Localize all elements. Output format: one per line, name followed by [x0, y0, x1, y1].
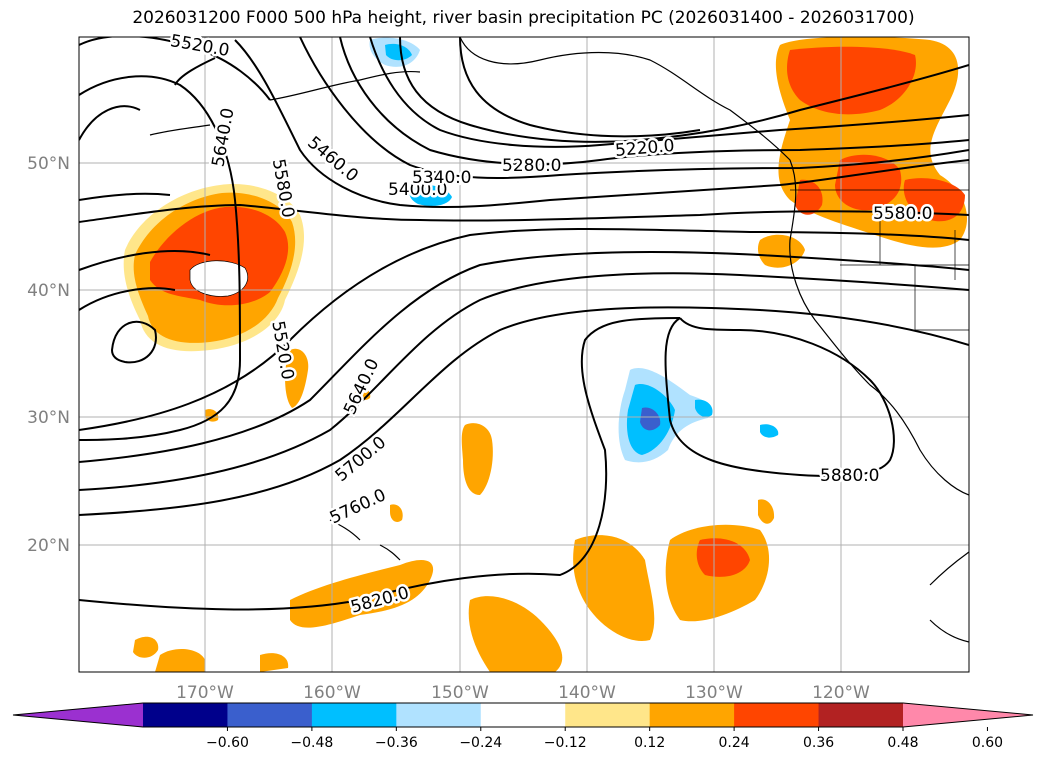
colorbar-tick-label: 0.48 [887, 735, 918, 751]
colorbar-tick-label: 0.36 [803, 735, 834, 751]
lat-label-50n: 50°N [27, 154, 70, 174]
contour-label: 5580.0 [873, 204, 932, 224]
coastlines [149, 37, 969, 643]
contour-label: 5280.0 [502, 156, 561, 176]
colorbar-tick-label: 0.24 [719, 735, 750, 751]
colorbar-tick-label: −0.60 [206, 735, 249, 751]
lon-label-170w: 170°W [176, 683, 234, 703]
lat-label-40n: 40°N [27, 281, 70, 301]
colorbar-tick-label: 0.60 [972, 735, 1003, 751]
colorbar-segment [565, 703, 651, 727]
lon-label-150w: 150°W [431, 683, 489, 703]
lat-label-30n: 30°N [27, 408, 70, 428]
colorbar-segment [649, 703, 735, 727]
precip-positive-shading [123, 37, 968, 672]
latitude-labels: 50°N 40°N 30°N 20°N [27, 154, 70, 556]
lon-label-130w: 130°W [685, 683, 743, 703]
precip-negative-shading [369, 37, 779, 463]
contour-label: 5400.0 [388, 180, 447, 200]
colorbar-segment [143, 703, 228, 727]
colorbar-segment [480, 703, 566, 727]
colorbar-segment [311, 703, 397, 727]
colorbar-tick-label: −0.24 [459, 735, 502, 751]
colorbar-tick-label: −0.12 [544, 735, 587, 751]
colorbar-segment [734, 703, 820, 727]
contour-label: 5340.0 [412, 168, 471, 188]
map-title: 2026031200 F000 500 hPa height, river ba… [132, 8, 915, 28]
colorbar-segment [227, 703, 313, 727]
lon-label-160w: 160°W [303, 683, 361, 703]
colorbar-extend-high [903, 703, 1033, 727]
contour-label: 5880.0 [820, 466, 879, 486]
lat-label-20n: 20°N [27, 536, 70, 556]
colorbar-segment [396, 703, 482, 727]
lon-label-140w: 140°W [558, 683, 616, 703]
colorbar-segment [818, 703, 904, 727]
colorbar: −0.60 −0.48 −0.36 −0.24 −0.12 0.12 0.24 0.36 0.4… [12, 702, 1034, 751]
lon-label-120w: 120°W [812, 683, 870, 703]
colorbar-extend-low [13, 703, 143, 727]
colorbar-tick-label: −0.36 [375, 735, 418, 751]
colorbar-tick-label: −0.48 [290, 735, 333, 751]
longitude-labels: 170°W 160°W 150°W 140°W 130°W 120°W [176, 683, 870, 703]
height-contours [79, 37, 969, 611]
colorbar-tick-label: 0.12 [634, 735, 665, 751]
map-frame [78, 36, 970, 673]
